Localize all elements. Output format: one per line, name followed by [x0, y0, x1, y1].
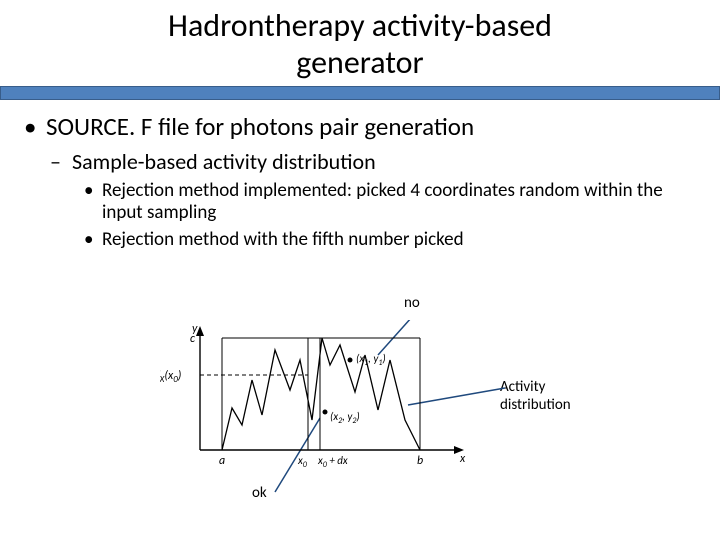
point-1	[348, 358, 353, 363]
bullet-level-3b: Rejection method with the fifth number p…	[24, 229, 696, 252]
activity-curve	[222, 338, 420, 450]
label-p2: (x2, y2)	[330, 410, 360, 426]
label-c: c	[190, 332, 195, 346]
point-2	[323, 410, 328, 415]
annotation-no: no	[404, 294, 420, 312]
content-body: SOURCE. F file for photons pair generati…	[24, 112, 696, 252]
title-underline-bar	[0, 86, 720, 100]
bullet-l3b-text: Rejection method with the fifth number p…	[102, 228, 464, 251]
bullet-level-2: Sample-based activity distribution	[24, 148, 696, 176]
arrow-activity	[408, 388, 505, 405]
bullet-l3a-text: Rejection method implemented: picked 4 c…	[102, 179, 663, 225]
bullet-l1-text: SOURCE. F file for photons pair generati…	[46, 111, 474, 142]
bullet-l2-text: Sample-based activity distribution	[72, 148, 376, 175]
label-x0dx: x0 + dx	[317, 454, 348, 470]
rejection-diagram: no Activity distribution ok y x a b c	[120, 296, 600, 496]
label-b: b	[417, 454, 423, 468]
bullet-level-3a: Rejection method implemented: picked 4 c…	[24, 180, 696, 226]
label-a: a	[219, 454, 225, 468]
title-line-1: Hadrontherapy activity-based	[168, 6, 552, 45]
label-fx: fX(x0)	[160, 369, 181, 385]
slide-title: Hadrontherapy activity-based generator	[0, 0, 720, 82]
label-x0: x0	[297, 454, 308, 470]
label-x: x	[459, 452, 466, 466]
title-line-2: generator	[296, 43, 423, 82]
bullet-level-1: SOURCE. F file for photons pair generati…	[24, 112, 696, 142]
rejection-chart-svg: y x a b c fX(x0) x0 x0 + dx (x1, y1) (x2…	[160, 320, 580, 520]
label-p1: (x1, y1)	[356, 352, 386, 368]
